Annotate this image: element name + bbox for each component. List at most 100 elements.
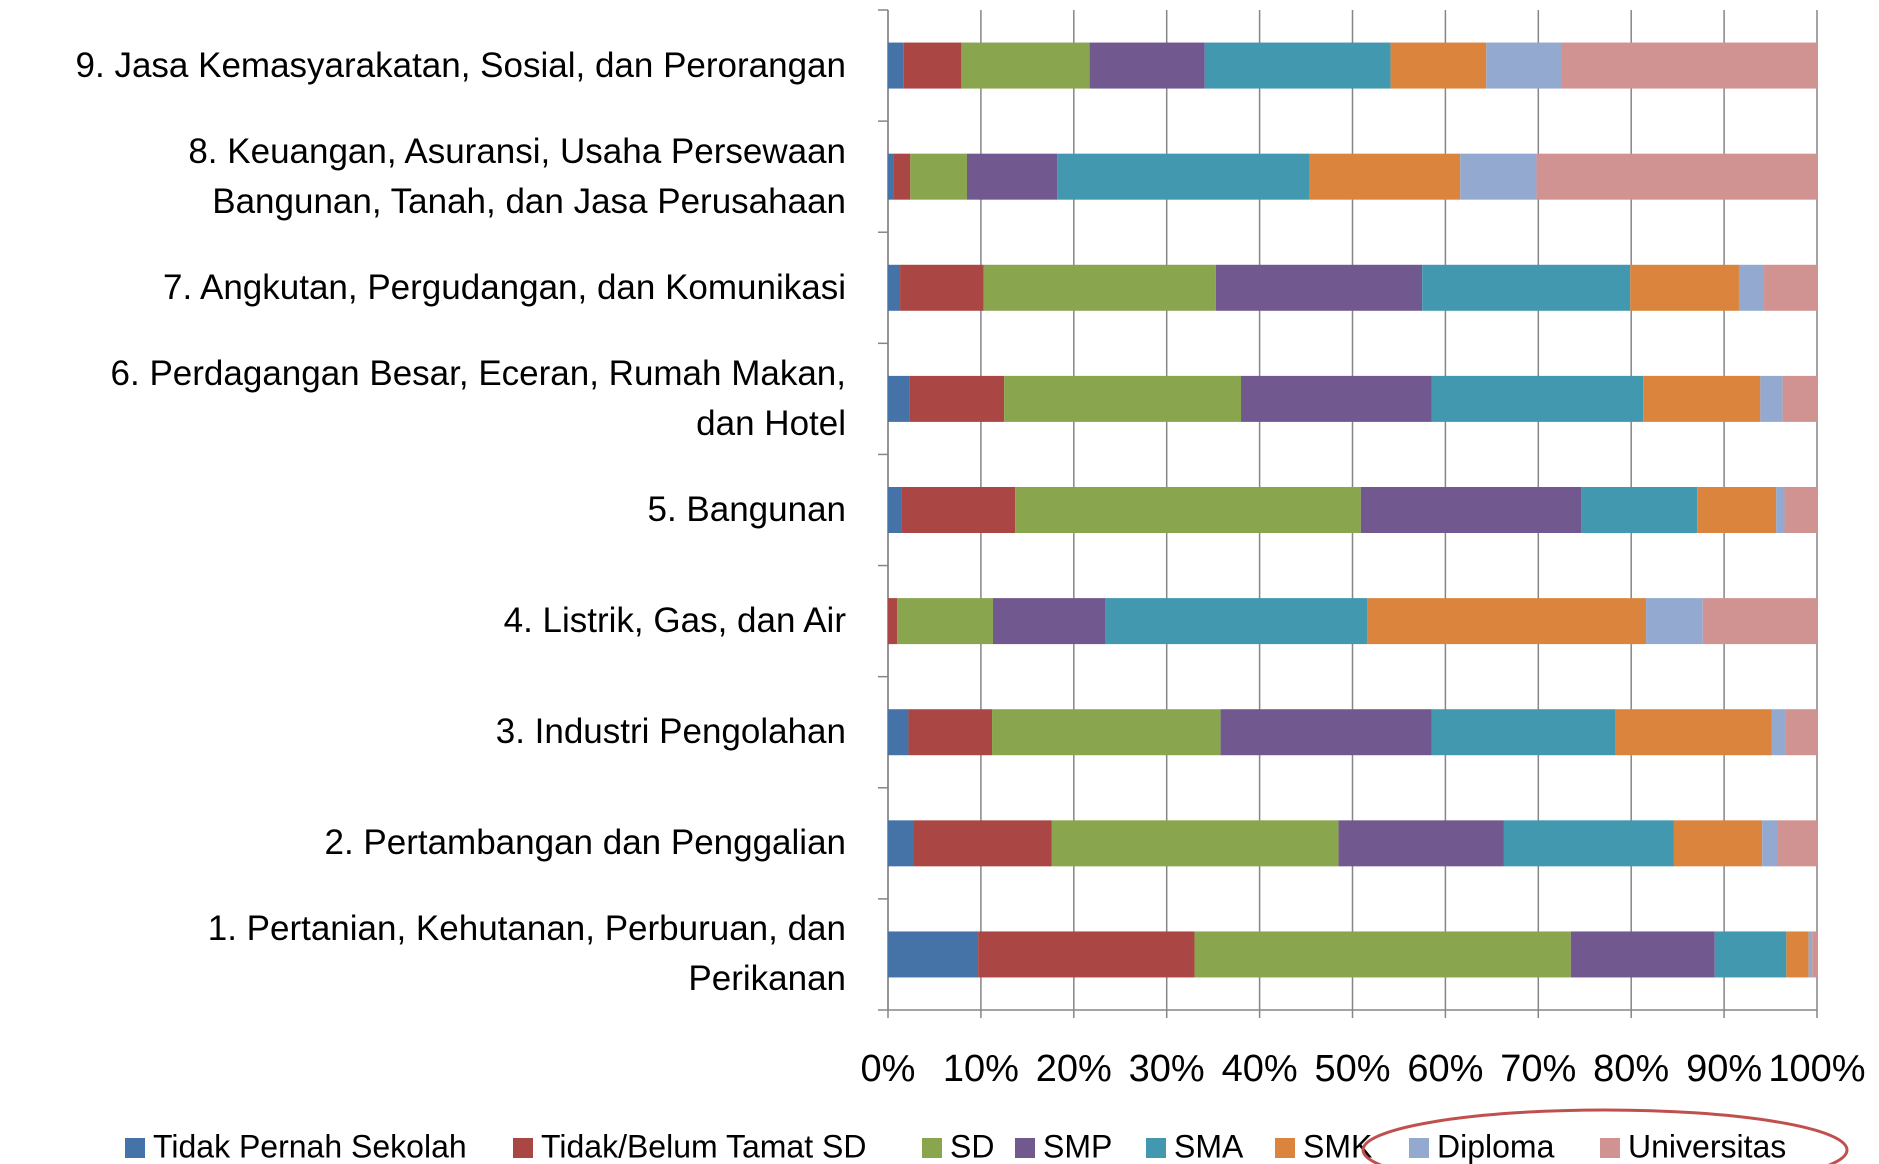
bar-segment: [1422, 264, 1631, 311]
bar-segment: [1241, 375, 1432, 422]
legend-label: SMA: [1174, 1128, 1244, 1164]
x-tick-label: 0%: [861, 1048, 916, 1090]
bar-segment: [1630, 264, 1739, 311]
legend-label: Diploma: [1437, 1128, 1555, 1164]
bar-segment: [1204, 42, 1391, 89]
bar-segment: [1338, 820, 1504, 867]
bar-segment: [1360, 487, 1582, 533]
category-label: 2. Pertambangan dan Penggalian: [324, 823, 846, 863]
bar-segment: [1785, 709, 1817, 756]
bar-segment: [1051, 820, 1339, 867]
category-label: 8. Keuangan, Asuransi, Usaha Persewaan B…: [188, 131, 846, 221]
bar-segment: [1776, 487, 1785, 533]
legend-label: Universitas: [1628, 1128, 1786, 1164]
bar-segment: [1536, 153, 1817, 200]
bar-segment: [1367, 598, 1647, 645]
bar-segment: [893, 153, 911, 200]
bar-segment: [1309, 153, 1461, 200]
bar-segment: [1561, 42, 1817, 89]
bar-segment: [1738, 264, 1765, 311]
x-tick-label: 90%: [1686, 1048, 1762, 1090]
legend-swatch: [125, 1138, 145, 1158]
bar-segment: [1431, 375, 1644, 422]
x-tick-label: 10%: [943, 1048, 1019, 1090]
legend-label: SMP: [1043, 1128, 1112, 1164]
bar-segment: [888, 820, 915, 867]
x-tick-label: 100%: [1768, 1048, 1865, 1090]
bar-segment: [1570, 931, 1715, 978]
x-tick-label: 20%: [1036, 1048, 1112, 1090]
bar-segment: [897, 598, 993, 645]
x-tick-label: 70%: [1500, 1048, 1576, 1090]
bar-segment: [901, 487, 1016, 533]
bar-segment: [888, 375, 910, 422]
bar-segment: [1764, 264, 1817, 311]
bar-segment: [1771, 709, 1786, 756]
bar-segment: [1215, 264, 1423, 311]
bar-segment: [978, 931, 1195, 978]
x-tick-label: 80%: [1593, 1048, 1669, 1090]
category-label: 4. Listrik, Gas, dan Air: [503, 601, 846, 641]
bar-segment: [1673, 820, 1763, 867]
bar-segment: [1503, 820, 1674, 867]
bar-segment: [1220, 709, 1432, 756]
bar-segment: [1431, 709, 1616, 756]
bar-segment: [1581, 487, 1698, 533]
bar-segment: [909, 375, 1005, 422]
bar-segment: [1697, 487, 1777, 533]
bar-segment: [1194, 931, 1571, 978]
legend-swatch: [1146, 1138, 1166, 1158]
legend-label: SD: [950, 1128, 994, 1164]
bar-segment: [888, 264, 901, 311]
highlight-ellipse: [1361, 1108, 1849, 1164]
bar-segment: [1760, 375, 1783, 422]
bar-segment: [966, 153, 1058, 200]
legend-label: Tidak/Belum Tamat SD: [541, 1128, 866, 1164]
bar-segment: [1486, 42, 1562, 89]
legend-swatch: [1600, 1138, 1620, 1158]
legend-swatch: [1015, 1138, 1035, 1158]
bar-segment: [1782, 375, 1817, 422]
bar-segment: [1702, 598, 1817, 645]
category-label: 7. Angkutan, Pergudangan, dan Komunikasi: [163, 267, 846, 307]
bar-segment: [1762, 820, 1778, 867]
bar-segment: [888, 709, 909, 756]
bar-segment: [900, 264, 984, 311]
legend-swatch: [922, 1138, 942, 1158]
bar-segment: [1714, 931, 1787, 978]
bar-segment: [1777, 820, 1817, 867]
bar-segment: [910, 153, 967, 200]
bar-segment: [1057, 153, 1310, 200]
bar-segment: [983, 264, 1216, 311]
bar-segment: [888, 487, 902, 533]
bar-segment: [992, 709, 1221, 756]
bar-segment: [888, 931, 979, 978]
bar-segment: [1105, 598, 1368, 645]
legend-label: SMK: [1303, 1128, 1372, 1164]
x-tick-label: 40%: [1222, 1048, 1298, 1090]
bar-segment: [888, 42, 904, 89]
x-tick-label: 60%: [1407, 1048, 1483, 1090]
legend-label: Tidak Pernah Sekolah: [153, 1128, 467, 1164]
legend-swatch: [513, 1138, 533, 1158]
bar-segment: [914, 820, 1052, 867]
bar-segment: [1812, 931, 1817, 978]
category-label: 6. Perdagangan Besar, Eceran, Rumah Maka…: [110, 353, 846, 443]
bar-segment: [1004, 375, 1242, 422]
bar-segment: [1786, 931, 1809, 978]
bar-segment: [888, 153, 894, 200]
category-label: 9. Jasa Kemasyarakatan, Sosial, dan Pero…: [75, 45, 846, 85]
bar-segment: [1784, 487, 1817, 533]
bar-segment: [961, 42, 1090, 89]
category-label: 5. Bangunan: [647, 490, 846, 529]
bar-segment: [908, 709, 993, 756]
category-label: 1. Pertanian, Kehutanan, Perburuan, dan …: [207, 909, 846, 999]
legend-swatch: [1409, 1138, 1429, 1158]
x-tick-label: 30%: [1129, 1048, 1205, 1090]
bar-segment: [1089, 42, 1205, 89]
bar-segment: [992, 598, 1106, 645]
bar-segment: [1643, 375, 1761, 422]
bar-segment: [1460, 153, 1537, 200]
